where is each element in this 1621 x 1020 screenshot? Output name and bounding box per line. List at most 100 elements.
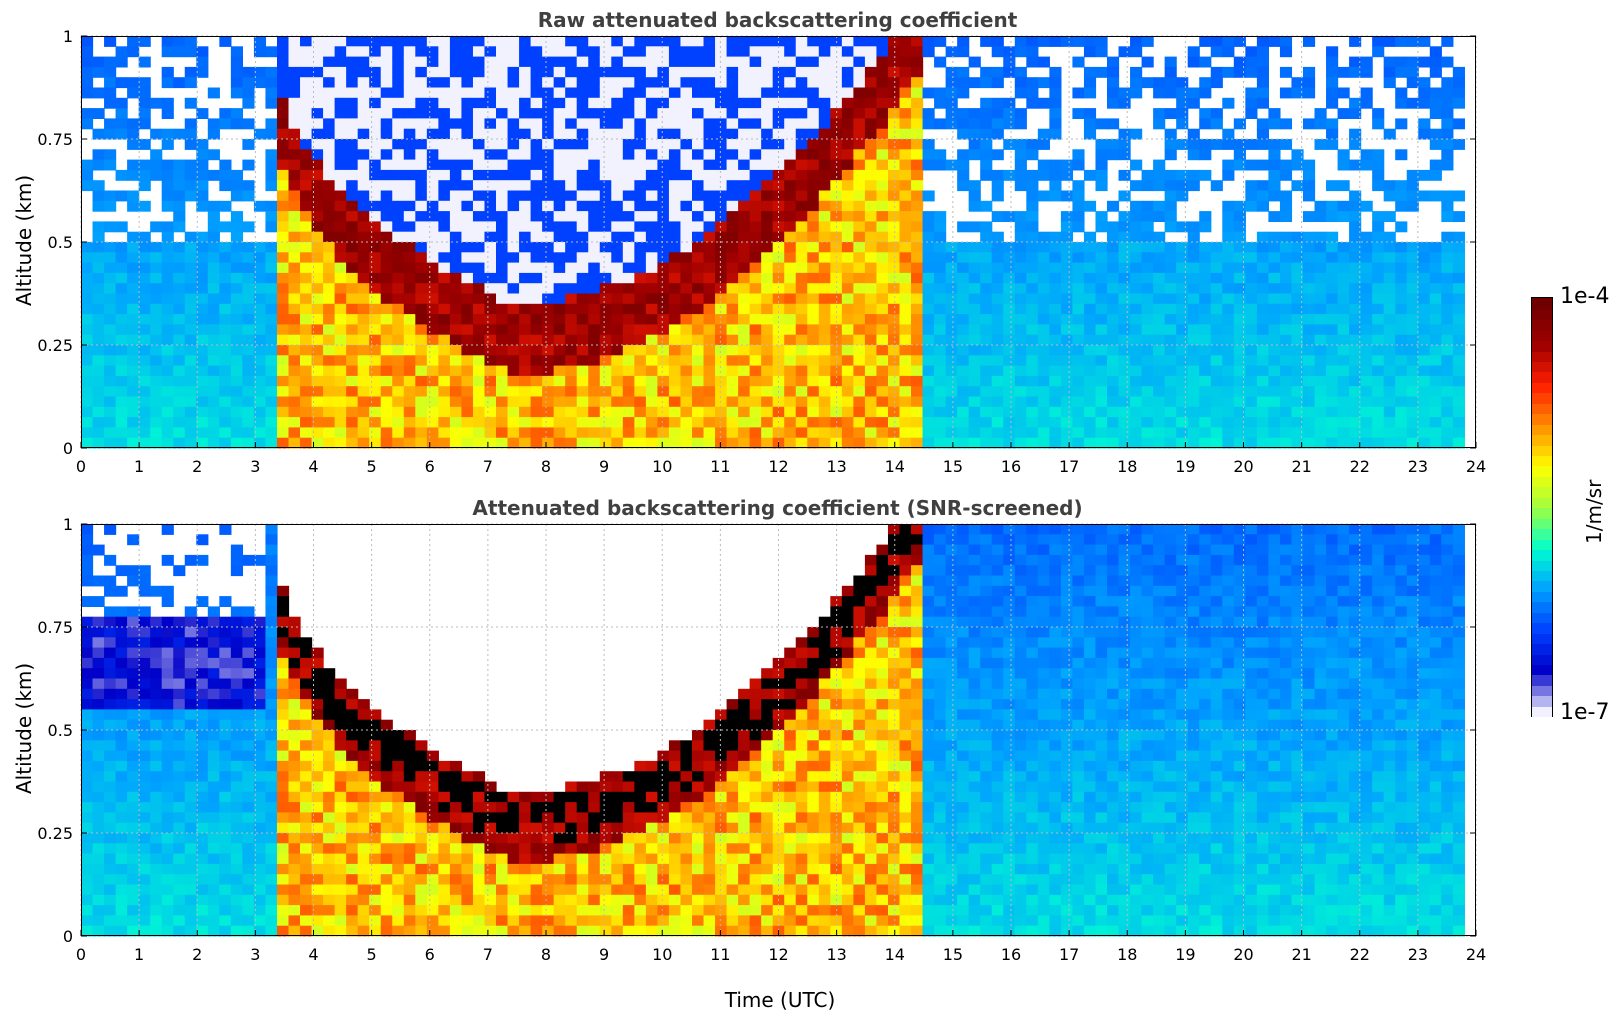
heatmap-cell	[184, 262, 197, 274]
heatmap-cell	[599, 427, 612, 439]
heatmap-cell	[887, 56, 901, 68]
heatmap-cell	[703, 396, 716, 408]
heatmap-cell	[150, 688, 163, 700]
heatmap-cell	[334, 159, 347, 171]
heatmap-cell	[830, 128, 843, 140]
heatmap-cell	[980, 200, 993, 212]
heatmap-cell	[853, 437, 866, 449]
heatmap-cell	[346, 365, 359, 377]
heatmap-cell	[1118, 365, 1131, 377]
heatmap-cell	[1291, 355, 1304, 367]
heatmap-cell	[357, 427, 370, 439]
heatmap-cell	[553, 427, 566, 439]
heatmap-cell	[864, 355, 878, 367]
heatmap-cell	[207, 169, 220, 181]
heatmap-cell	[1256, 293, 1269, 305]
heatmap-cell	[599, 87, 612, 99]
heatmap-cell	[253, 740, 267, 752]
heatmap-cell	[899, 180, 912, 192]
heatmap-cell	[150, 843, 163, 855]
heatmap-cell	[161, 77, 174, 89]
heatmap-cell	[1256, 36, 1269, 47]
heatmap-cell	[680, 427, 693, 439]
heatmap-cell	[945, 427, 958, 439]
heatmap-cell	[276, 627, 290, 638]
heatmap-cell	[150, 314, 163, 325]
heatmap-cell	[1014, 252, 1027, 264]
heatmap-cell	[288, 657, 301, 669]
heatmap-cell	[288, 406, 301, 418]
heatmap-cell	[1118, 149, 1131, 161]
heatmap-cell	[726, 355, 739, 367]
heatmap-cell	[680, 221, 693, 233]
heatmap-cell	[276, 365, 290, 377]
heatmap-cell	[369, 56, 382, 68]
heatmap-cell	[1153, 262, 1166, 274]
heatmap-cell	[1233, 375, 1246, 387]
heatmap-cell	[1441, 417, 1454, 428]
heatmap-cell	[161, 272, 174, 284]
heatmap-cell	[150, 386, 163, 398]
heatmap-cell	[668, 252, 682, 264]
heatmap-cell	[438, 139, 451, 150]
heatmap-cell	[265, 575, 278, 587]
heatmap-cell	[807, 46, 820, 58]
heatmap-cell	[1199, 427, 1212, 439]
heatmap-cell	[576, 190, 589, 202]
heatmap-cell	[1395, 221, 1408, 233]
heatmap-cell	[311, 139, 324, 150]
heatmap-cell	[253, 314, 267, 325]
heatmap-cell	[622, 56, 635, 68]
heatmap-cell	[104, 585, 117, 597]
heatmap-cell	[369, 242, 382, 253]
heatmap-cell	[680, 324, 693, 336]
heatmap-cell	[346, 128, 359, 140]
heatmap-cell	[553, 66, 566, 78]
heatmap-cell	[565, 396, 578, 408]
heatmap-cell	[1210, 66, 1223, 78]
heatmap-cell	[1429, 283, 1442, 295]
heatmap-cell	[1095, 386, 1108, 398]
heatmap-cell	[1349, 334, 1362, 346]
heatmap-cell	[830, 180, 843, 192]
heatmap-cell	[288, 802, 301, 813]
heatmap-cell	[104, 36, 117, 47]
heatmap-cell	[657, 231, 670, 243]
heatmap-cell	[899, 262, 912, 274]
heatmap-cell	[415, 221, 428, 233]
heatmap-cell	[1302, 303, 1316, 315]
heatmap-cell	[276, 77, 290, 89]
heatmap-cell	[945, 303, 958, 315]
heatmap-cell	[288, 627, 301, 638]
heatmap-cell	[334, 365, 347, 377]
heatmap-cell	[438, 97, 451, 109]
heatmap-cell	[876, 355, 889, 367]
heatmap-cell	[703, 283, 716, 295]
heatmap-cell	[749, 437, 762, 449]
heatmap-cell	[276, 647, 290, 659]
heatmap-cell	[369, 437, 382, 449]
heatmap-cell	[1107, 345, 1120, 356]
heatmap-cell	[968, 427, 981, 439]
heatmap-cell	[1222, 417, 1235, 428]
heatmap-cell	[1256, 314, 1269, 325]
heatmap-cell	[150, 159, 163, 171]
heatmap-cell	[288, 437, 301, 449]
heatmap-cell	[173, 833, 186, 844]
heatmap-cell	[1326, 345, 1339, 356]
heatmap-cell	[1233, 66, 1246, 78]
heatmap-cell	[242, 406, 255, 418]
heatmap-cell	[1245, 108, 1258, 119]
heatmap-cell	[173, 750, 186, 762]
heatmap-cell	[196, 365, 209, 377]
heatmap-cell	[127, 657, 140, 669]
heatmap-cell	[1199, 108, 1212, 119]
heatmap-cell	[323, 77, 336, 89]
heatmap-cell	[138, 719, 151, 731]
heatmap-cell	[576, 66, 589, 78]
heatmap-cell	[1095, 375, 1108, 387]
heatmap-cell	[1372, 417, 1385, 428]
heatmap-cell	[276, 221, 290, 233]
heatmap-cell	[922, 293, 935, 305]
heatmap-cell	[276, 118, 290, 130]
